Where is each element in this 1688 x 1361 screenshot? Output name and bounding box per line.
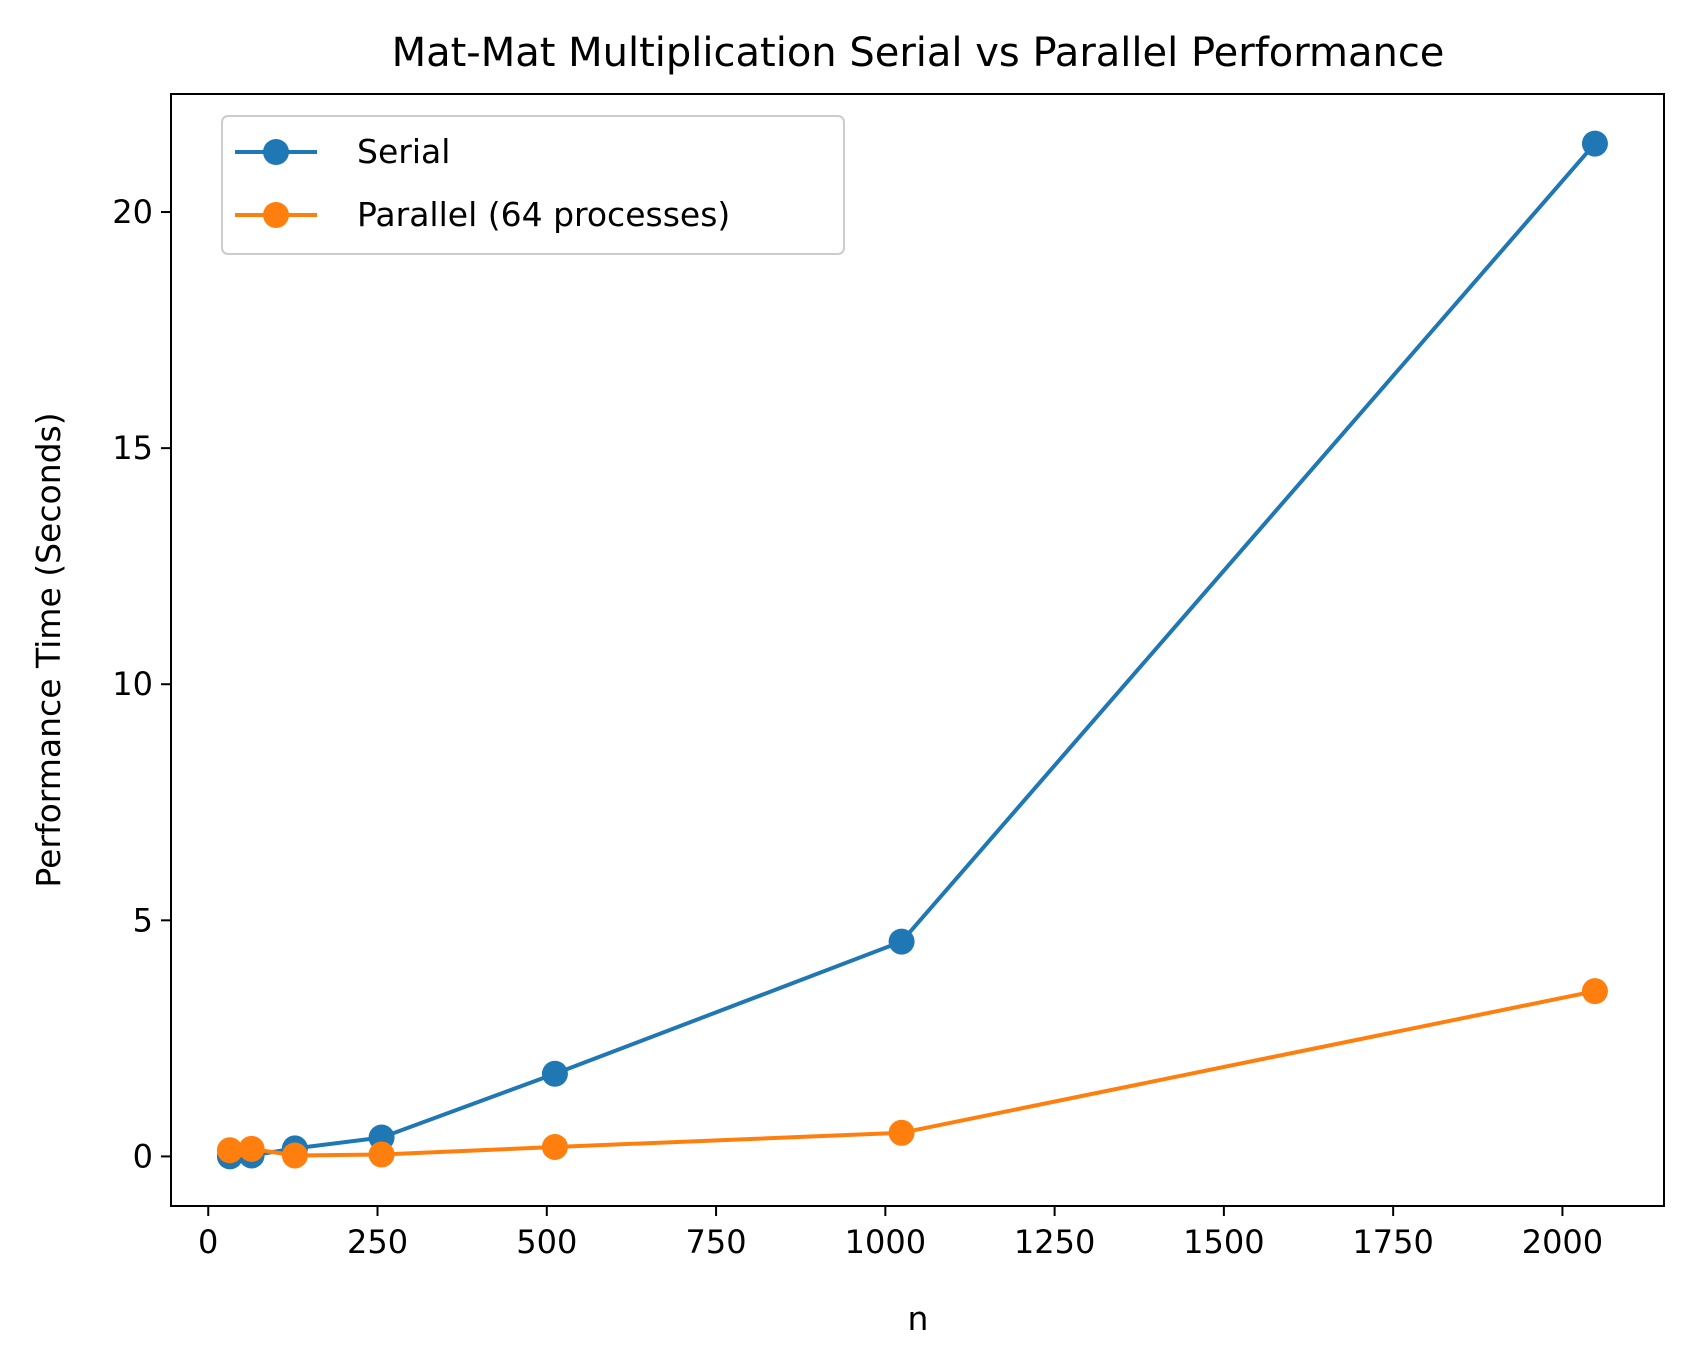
x-tick-label-750: 750 — [686, 1223, 747, 1261]
legend-parallel-marker — [263, 202, 289, 228]
legend-serial-label: Serial — [357, 132, 450, 171]
x-tick-label-2000: 2000 — [1522, 1223, 1603, 1261]
y-tick-label-20: 20 — [112, 193, 153, 231]
plot-frame — [170, 93, 1665, 1207]
data-point-serial-512 — [541, 1060, 568, 1087]
plot-area — [216, 130, 1608, 1170]
data-point-parallel-64-processes-1024 — [888, 1119, 915, 1146]
y-tick-label-0: 0 — [133, 1137, 153, 1175]
y-tick-label-10: 10 — [112, 665, 153, 703]
x-axis: 0 250 500 750 1000 1250 1500 1750 2000 — [198, 1206, 1603, 1261]
x-tick-label-1750: 1750 — [1352, 1223, 1433, 1261]
legend-parallel-label: Parallel (64 processes) — [357, 195, 730, 234]
x-tick-label-1000: 1000 — [845, 1223, 926, 1261]
legend: Serial Parallel (64 processes) — [221, 115, 845, 255]
y-tick-label-15: 15 — [112, 429, 153, 467]
x-tick-label-0: 0 — [198, 1223, 218, 1261]
chart-title: Mat-Mat Multiplication Serial vs Paralle… — [392, 30, 1445, 76]
x-tick-label-250: 250 — [347, 1223, 408, 1261]
y-tick-label-5: 5 — [133, 901, 153, 939]
series-parallel-64-processes — [216, 978, 1608, 1169]
data-point-parallel-64-processes-32 — [216, 1137, 243, 1164]
legend-entry-parallel: Parallel (64 processes) — [235, 195, 730, 234]
x-tick-label-1500: 1500 — [1183, 1223, 1264, 1261]
data-point-parallel-64-processes-64 — [238, 1135, 265, 1162]
legend-entry-serial: Serial — [235, 132, 450, 171]
data-point-parallel-64-processes-128 — [281, 1142, 308, 1169]
data-point-serial-1024 — [888, 928, 915, 955]
data-point-parallel-64-processes-512 — [541, 1133, 568, 1160]
x-axis-label: n — [908, 1299, 929, 1338]
data-point-parallel-64-processes-256 — [368, 1141, 395, 1168]
y-axis-label: Performance Time (Seconds) — [29, 412, 68, 887]
legend-serial-marker — [263, 139, 289, 165]
legend-box — [221, 115, 845, 255]
x-tick-label-1250: 1250 — [1014, 1223, 1095, 1261]
x-tick-label-500: 500 — [516, 1223, 577, 1261]
data-point-parallel-64-processes-2048 — [1581, 978, 1608, 1005]
y-axis: 0 5 10 15 20 — [112, 193, 171, 1175]
data-point-serial-2048 — [1581, 130, 1608, 157]
